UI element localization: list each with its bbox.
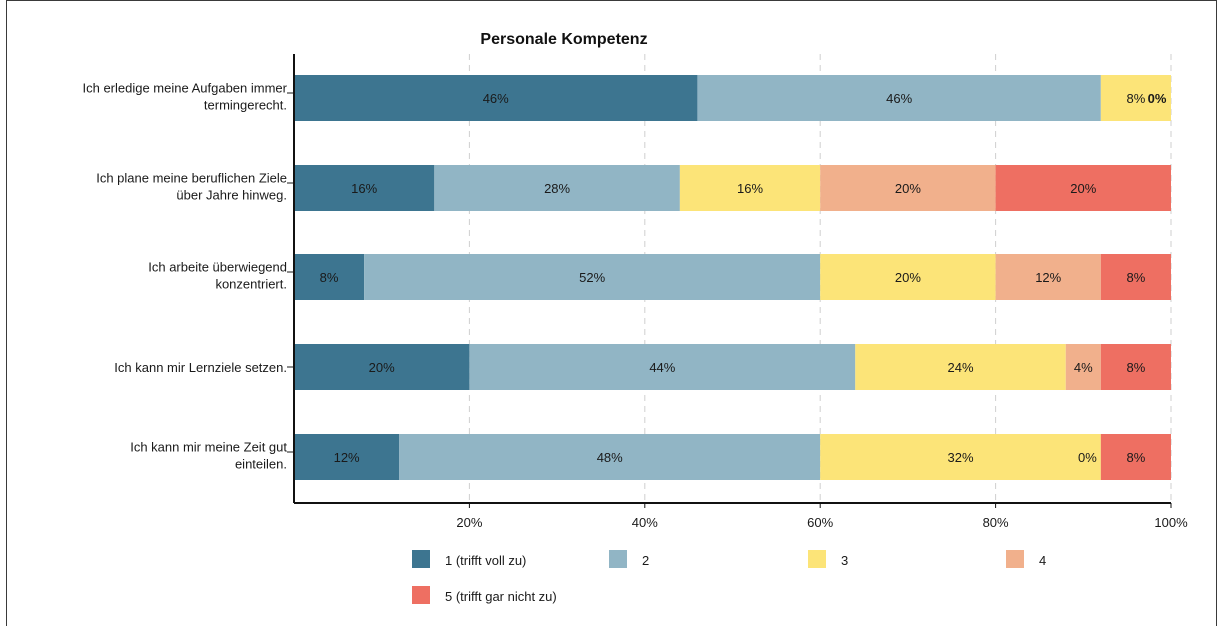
data-label-3-1: 8% bbox=[320, 270, 339, 285]
bar-segment-5-2 bbox=[399, 434, 821, 480]
data-label-2-3: 16% bbox=[737, 181, 763, 196]
data-label-2-1: 16% bbox=[351, 181, 377, 196]
category-label-2-line-2: über Jahre hinweg. bbox=[176, 188, 287, 203]
bar-segment-3-5 bbox=[1100, 254, 1171, 300]
category-label-1-line-1: Ich erledige meine Aufgaben immer bbox=[82, 81, 287, 96]
bar-segment-2-2 bbox=[434, 165, 680, 211]
data-label-1-3: 8% bbox=[1127, 91, 1146, 106]
data-label-4-4: 4% bbox=[1074, 360, 1093, 375]
data-label-3-2: 52% bbox=[579, 270, 605, 285]
bar-segment-1-3 bbox=[1100, 75, 1171, 121]
bar-segment-4-2 bbox=[469, 344, 856, 390]
bar-segment-3-1 bbox=[294, 254, 365, 300]
category-label-5-line-1: Ich kann mir meine Zeit gut bbox=[130, 440, 287, 455]
chart-title: Personale Kompetenz bbox=[480, 31, 647, 48]
bar-segment-3-3 bbox=[820, 254, 996, 300]
x-tick-label-40: 40% bbox=[632, 515, 658, 530]
bar-segment-5-3 bbox=[820, 434, 1101, 480]
category-label-3-line-1: Ich arbeite überwiegend bbox=[148, 260, 287, 275]
bar-segment-1-1 bbox=[294, 75, 698, 121]
legend-label-2: 2 bbox=[642, 553, 649, 568]
data-label-1-2: 46% bbox=[886, 91, 912, 106]
data-label-4-1: 20% bbox=[369, 360, 395, 375]
bar-segment-2-1 bbox=[294, 165, 435, 211]
legend-label-4: 4 bbox=[1039, 553, 1046, 568]
legend-swatch-1 bbox=[412, 550, 430, 568]
x-tick-label-60: 60% bbox=[807, 515, 833, 530]
bar-segment-3-2 bbox=[364, 254, 821, 300]
bar-segment-2-5 bbox=[995, 165, 1171, 211]
x-tick-label-100: 100% bbox=[1154, 515, 1188, 530]
data-label-1-1: 46% bbox=[483, 91, 509, 106]
category-label-3-line-2: konzentriert. bbox=[215, 277, 287, 292]
legend-swatch-4 bbox=[1006, 550, 1024, 568]
bar-segment-3-4 bbox=[995, 254, 1101, 300]
data-label-5-3: 32% bbox=[948, 450, 974, 465]
x-tick-label-20: 20% bbox=[456, 515, 482, 530]
legend-label-3: 3 bbox=[841, 553, 848, 568]
bar-segment-5-5 bbox=[1100, 434, 1171, 480]
legend-swatch-2 bbox=[609, 550, 627, 568]
category-label-1-line-2: termingerecht. bbox=[204, 98, 287, 113]
category-label-4: Ich kann mir Lernziele setzen. bbox=[114, 360, 287, 375]
data-label-3-5: 8% bbox=[1127, 270, 1146, 285]
legend-swatch-3 bbox=[808, 550, 826, 568]
data-label-4-3: 24% bbox=[948, 360, 974, 375]
data-label-5-1: 12% bbox=[334, 450, 360, 465]
data-label-4-2: 44% bbox=[649, 360, 675, 375]
category-label-5-line-2: einteilen. bbox=[235, 457, 287, 472]
legend-label-1: 1 (trifft voll zu) bbox=[445, 553, 526, 568]
bar-segment-5-1 bbox=[294, 434, 400, 480]
data-label-1-4: 0% bbox=[1148, 91, 1167, 106]
category-label-2-line-1: Ich plane meine beruflichen Ziele bbox=[96, 171, 287, 186]
bar-segment-2-3 bbox=[679, 165, 821, 211]
data-label-3-4: 12% bbox=[1035, 270, 1061, 285]
bar-segment-4-1 bbox=[294, 344, 470, 390]
bar-segment-1-2 bbox=[697, 75, 1101, 121]
data-label-2-2: 28% bbox=[544, 181, 570, 196]
bar-segment-4-4 bbox=[1065, 344, 1101, 390]
data-label-5-2: 48% bbox=[597, 450, 623, 465]
x-tick-label-80: 80% bbox=[983, 515, 1009, 530]
data-label-2-4: 20% bbox=[895, 181, 921, 196]
data-label-5-4: 0% bbox=[1078, 450, 1097, 465]
bar-segment-2-4 bbox=[820, 165, 996, 211]
data-label-3-3: 20% bbox=[895, 270, 921, 285]
data-label-5-5: 8% bbox=[1127, 450, 1146, 465]
bar-segment-4-5 bbox=[1100, 344, 1171, 390]
bar-segment-4-3 bbox=[855, 344, 1066, 390]
data-label-2-5: 20% bbox=[1070, 181, 1096, 196]
data-label-4-5: 8% bbox=[1127, 360, 1146, 375]
chart-frame bbox=[6, 0, 1217, 626]
legend-label-5: 5 (trifft gar nicht zu) bbox=[445, 589, 557, 604]
legend-swatch-5 bbox=[412, 586, 430, 604]
